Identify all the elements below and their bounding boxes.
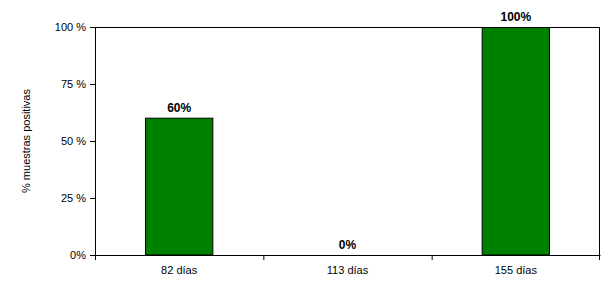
x-tick: 155 días	[495, 255, 538, 276]
y-tick: 25 %	[61, 192, 95, 204]
y-tick-mark	[90, 27, 95, 28]
category-separator	[95, 255, 96, 260]
y-tick-label: 75 %	[61, 78, 86, 90]
y-tick-label: 50 %	[61, 135, 86, 147]
y-tick-label: 0%	[70, 249, 86, 261]
bar	[146, 118, 213, 255]
x-tick-label: 113 días	[327, 264, 369, 276]
y-tick: 100 %	[55, 21, 95, 33]
data-label: 60%	[167, 101, 191, 115]
chart: 0% 25 % 50 % 75 % 100 % 82 días 113 días 155 dí…	[0, 0, 610, 299]
x-tick: 82 días	[161, 255, 198, 276]
y-tick: 0%	[70, 249, 95, 261]
x-tick-label: 155 días	[495, 264, 538, 276]
y-tick-label: 100 %	[55, 21, 86, 33]
frame	[599, 27, 600, 255]
y-tick-mark	[90, 141, 95, 142]
plot: 0% 25 % 50 % 75 % 100 % 82 días 113 días 155 dí…	[55, 10, 601, 276]
y-tick-mark	[90, 198, 95, 199]
y-axis-title: % muestras positivas	[20, 89, 32, 193]
y-axis: 0% 25 % 50 % 75 % 100 %	[55, 21, 96, 261]
x-axis-line	[96, 255, 601, 256]
frame	[95, 27, 600, 28]
y-tick: 50 %	[61, 135, 95, 147]
x-tick: 113 días	[327, 255, 369, 276]
data-label: 0%	[339, 238, 357, 252]
y-tick: 75 %	[61, 78, 95, 90]
y-tick-label: 25 %	[61, 192, 86, 204]
category-separator	[263, 255, 264, 260]
category-separator	[432, 255, 433, 260]
bars	[146, 27, 550, 255]
category-separator	[599, 255, 600, 260]
x-tick-label: 82 días	[161, 264, 198, 276]
y-tick-mark	[90, 84, 95, 85]
y-axis-line	[90, 28, 96, 256]
data-labels: 60% 0% 100%	[167, 10, 531, 252]
y-tick-mark	[90, 255, 95, 256]
x-axis: 82 días 113 días 155 días	[96, 255, 601, 276]
bar	[482, 27, 549, 255]
bar	[314, 255, 381, 256]
data-label: 100%	[500, 10, 531, 24]
